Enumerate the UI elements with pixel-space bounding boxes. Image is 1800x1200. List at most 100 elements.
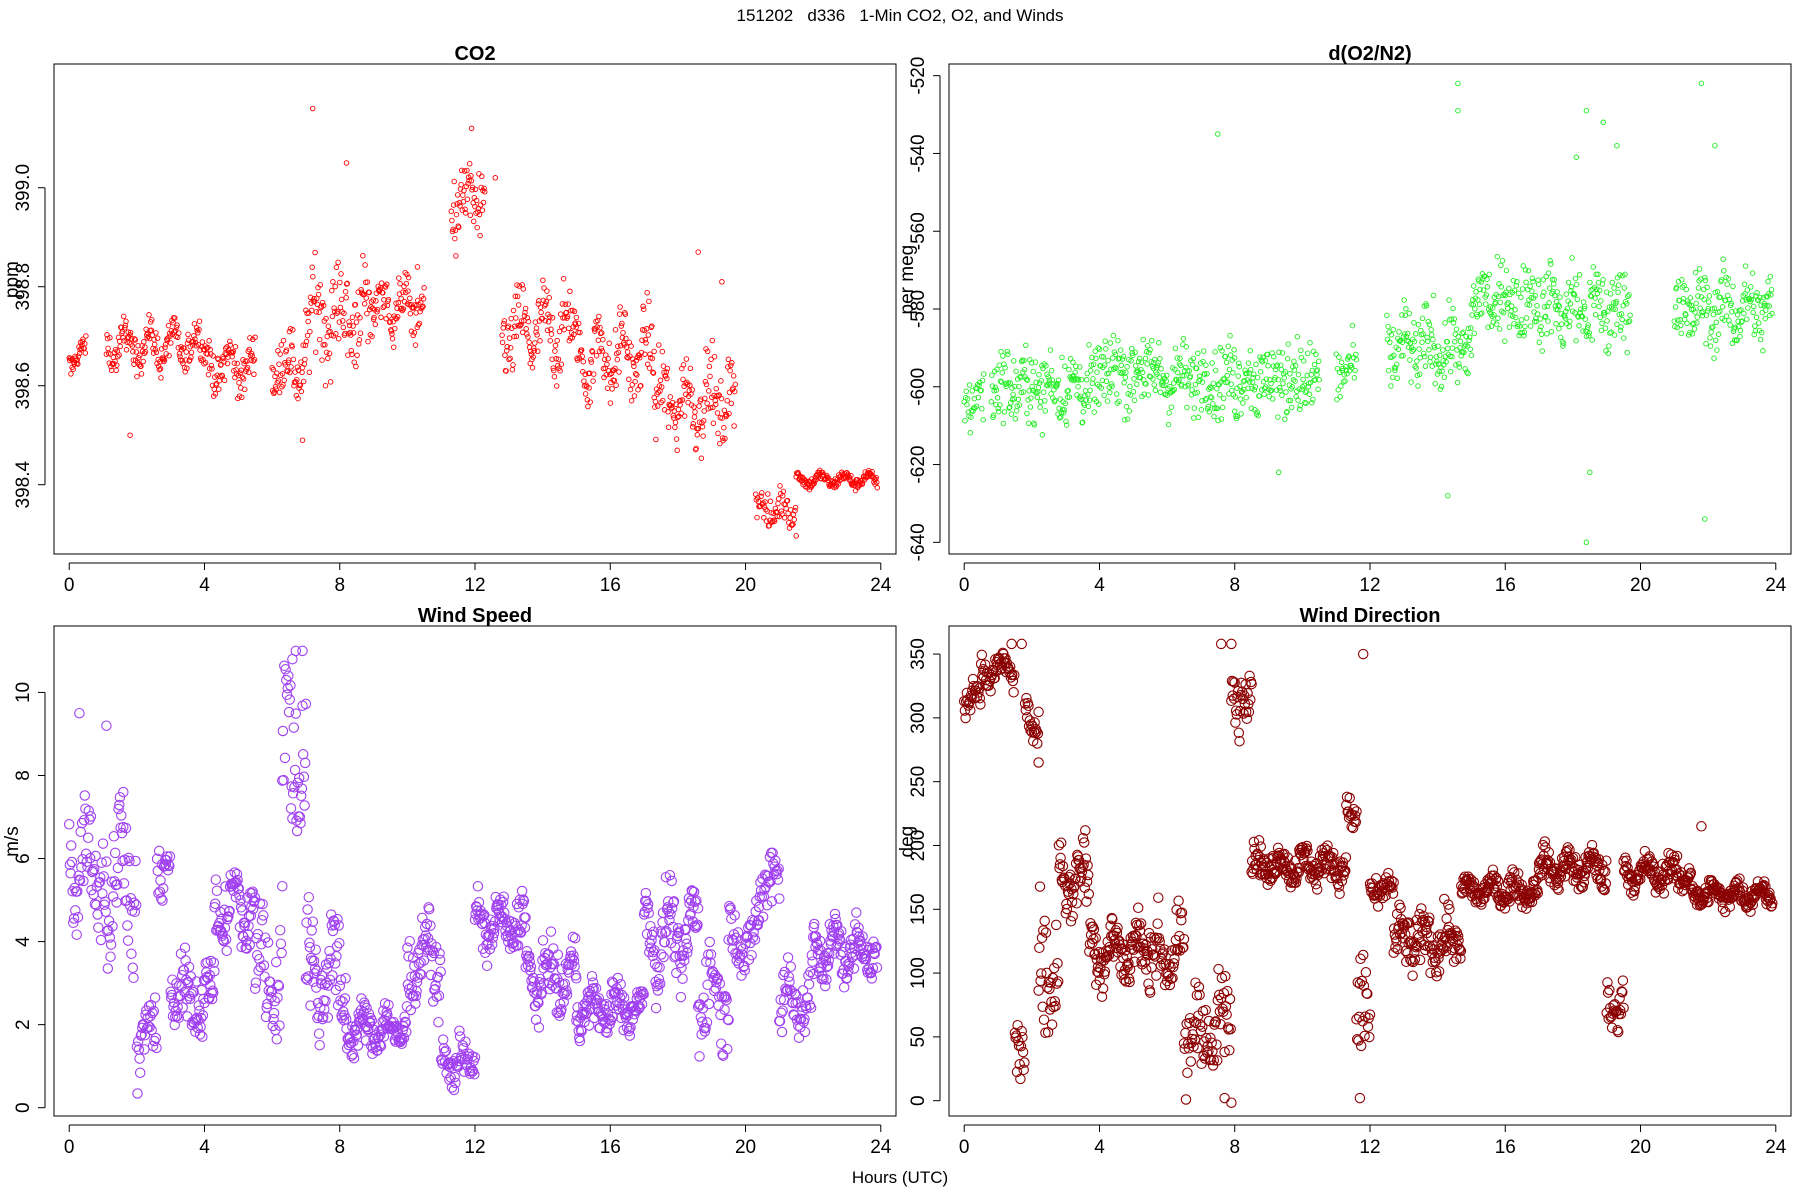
data-point	[1732, 324, 1739, 331]
data-point	[104, 932, 116, 943]
data-point	[120, 822, 132, 834]
data-point	[479, 173, 485, 180]
data-point	[1054, 383, 1060, 389]
data-point	[241, 943, 253, 954]
data-point	[1607, 330, 1613, 336]
data-point	[1362, 1021, 1374, 1032]
data-point	[196, 326, 202, 333]
data-point	[239, 394, 245, 401]
data-point	[577, 1006, 589, 1018]
data-point	[1687, 295, 1694, 301]
data-point	[551, 373, 558, 380]
data-point	[116, 352, 122, 358]
data-point	[713, 385, 720, 392]
data-point	[452, 235, 458, 242]
data-point	[555, 362, 561, 369]
data-point	[1269, 396, 1276, 402]
data-point	[673, 436, 680, 442]
data-point-outlier	[1583, 539, 1590, 546]
data-point	[1526, 302, 1533, 308]
data-point	[220, 881, 231, 892]
data-point	[283, 670, 294, 682]
data-point	[1392, 367, 1398, 374]
data-point	[1439, 893, 1450, 905]
data-point	[829, 948, 840, 959]
data-point	[227, 338, 233, 345]
data-point	[1461, 343, 1468, 349]
data-point	[783, 971, 795, 982]
data-point	[1221, 1009, 1232, 1020]
data-point	[135, 1030, 147, 1041]
data-point	[182, 357, 189, 363]
data-point	[1374, 890, 1386, 901]
data-point	[1757, 336, 1764, 343]
data-point	[1388, 383, 1394, 389]
plot-frame	[948, 625, 1792, 1117]
data-point	[1172, 366, 1178, 373]
data-point	[754, 514, 760, 521]
data-point	[1464, 343, 1471, 349]
data-point	[334, 980, 346, 992]
data-point	[87, 865, 99, 876]
data-point	[1724, 281, 1730, 287]
data-point	[342, 330, 348, 337]
data-point	[449, 217, 455, 224]
data-point	[1404, 330, 1411, 337]
data-point	[409, 960, 420, 972]
data-point	[80, 336, 86, 342]
data-point-outlier	[1600, 119, 1607, 126]
data-point	[620, 329, 626, 336]
data-point	[1275, 376, 1282, 383]
data-point	[133, 349, 140, 355]
data-point	[172, 1001, 183, 1013]
data-point	[1096, 991, 1108, 1002]
data-point	[1261, 391, 1267, 398]
data-point	[754, 495, 761, 501]
data-point	[1623, 319, 1629, 325]
data-point	[784, 497, 791, 504]
data-point	[518, 318, 525, 324]
data-point	[1303, 400, 1309, 407]
data-point	[401, 1026, 412, 1038]
data-point	[400, 306, 407, 312]
data-point	[280, 337, 287, 344]
data-point	[146, 312, 152, 318]
data-point	[122, 920, 133, 931]
data-point	[1758, 329, 1765, 336]
data-point	[1426, 321, 1433, 328]
data-point	[1609, 279, 1616, 286]
data-point	[282, 360, 288, 366]
data-point	[736, 970, 747, 981]
data-point	[1421, 921, 1432, 933]
data-point	[469, 1052, 481, 1063]
data-point	[1739, 318, 1745, 324]
data-point	[1399, 339, 1406, 345]
data-point	[311, 296, 317, 302]
data-point	[1262, 357, 1268, 364]
data-point	[1239, 388, 1245, 395]
data-point	[1478, 279, 1484, 285]
data-point	[1158, 366, 1164, 372]
data-point	[572, 321, 579, 328]
data-point	[405, 288, 411, 294]
data-point	[470, 218, 477, 225]
data-point	[1391, 352, 1397, 359]
data-point	[1146, 373, 1153, 379]
data-point	[1546, 285, 1553, 291]
data-point	[992, 384, 999, 391]
data-point	[1120, 976, 1132, 987]
data-point	[774, 1015, 786, 1027]
data-point	[721, 994, 732, 1006]
data-point	[176, 330, 182, 336]
data-point	[85, 811, 97, 822]
data-point	[683, 356, 690, 362]
data-point	[1099, 966, 1111, 977]
x-tick-label: 16	[1495, 1137, 1516, 1158]
data-point	[1577, 306, 1584, 312]
data-point	[1249, 379, 1256, 385]
data-point	[140, 358, 146, 365]
data-point	[616, 369, 622, 375]
x-tick-label: 4	[199, 1137, 210, 1158]
data-point	[1504, 896, 1515, 907]
data-point	[1145, 932, 1157, 943]
